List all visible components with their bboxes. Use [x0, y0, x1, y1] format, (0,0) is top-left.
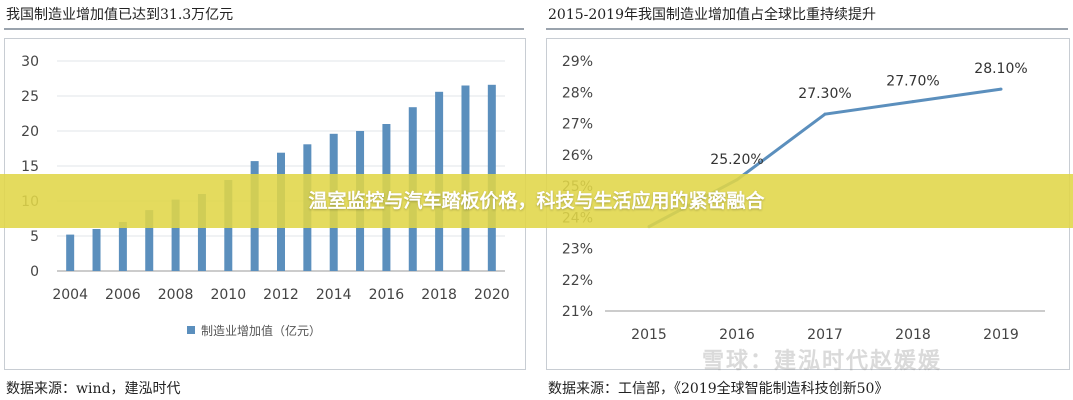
bar-x-tick-label: 2006 — [105, 287, 141, 303]
bar-x-tick-label: 2014 — [316, 287, 352, 303]
bar — [197, 194, 206, 271]
line-y-tick-label: 26% — [562, 148, 593, 164]
line-point — [911, 100, 915, 104]
bar-x-tick-label: 2016 — [369, 287, 405, 303]
watermark: 雪球：建泓时代赵媛媛 — [702, 349, 943, 374]
headline-text: 温室监控与汽车踏板价格，科技与生活应用的紧密融合 — [308, 190, 765, 212]
left-title-rule — [4, 28, 524, 30]
bar-x-tick-label: 2004 — [52, 287, 88, 303]
right-title-rule — [546, 28, 1068, 30]
line-data-label: 28.10% — [974, 61, 1027, 77]
line-data-label: 27.70% — [886, 74, 939, 90]
bar-y-tick-label: 20 — [21, 124, 39, 140]
left-chart-title: 我国制造业增加值已达到31.3万亿元 — [6, 7, 234, 23]
line-x-tick-label: 2018 — [895, 327, 931, 343]
line-x-tick-label: 2015 — [631, 327, 667, 343]
bar-y-tick-label: 25 — [21, 89, 39, 105]
line-y-tick-label: 27% — [562, 117, 593, 133]
bar-y-tick-label: 15 — [21, 159, 39, 175]
bar-legend-label: 制造业增加值（亿元） — [201, 323, 321, 338]
line-y-tick-label: 22% — [562, 273, 593, 289]
bar-x-tick-label: 2020 — [474, 287, 510, 303]
bar-x-tick-label: 2012 — [263, 287, 299, 303]
line-y-tick-label: 23% — [562, 242, 593, 258]
line-x-tick-label: 2016 — [719, 327, 755, 343]
right-chart-title: 2015-2019年我国制造业增加值占全球比重持续提升 — [548, 7, 876, 23]
bar — [118, 222, 127, 271]
line-y-tick-label: 28% — [562, 85, 593, 101]
bar-y-tick-label: 5 — [30, 229, 39, 245]
line-point — [823, 112, 827, 116]
bar-x-tick-label: 2008 — [158, 287, 194, 303]
line-chart: 21%22%23%24%25%26%27%28%29%2015201620172… — [562, 54, 1045, 343]
line-y-tick-label: 21% — [562, 304, 593, 320]
line-y-tick-label: 29% — [562, 54, 593, 70]
bar — [66, 234, 75, 271]
headline-banner — [0, 174, 1073, 228]
right-source: 数据来源：工信部，《2019全球智能制造科技创新50》 — [548, 381, 889, 397]
bar — [92, 229, 101, 271]
bar-x-tick-label: 2018 — [421, 287, 457, 303]
bar — [171, 199, 180, 271]
line-data-label: 25.20% — [710, 152, 763, 168]
left-source: 数据来源：wind，建泓时代 — [6, 381, 181, 397]
bar-x-tick-label: 2010 — [210, 287, 246, 303]
bar-y-tick-label: 30 — [21, 54, 39, 70]
line-data-label: 27.30% — [798, 86, 851, 102]
bar — [145, 210, 154, 271]
line-x-tick-label: 2017 — [807, 327, 843, 343]
line-point — [999, 87, 1003, 91]
line-x-tick-label: 2019 — [983, 327, 1019, 343]
bar-legend-swatch — [187, 326, 195, 334]
bar-y-tick-label: 0 — [30, 264, 39, 280]
